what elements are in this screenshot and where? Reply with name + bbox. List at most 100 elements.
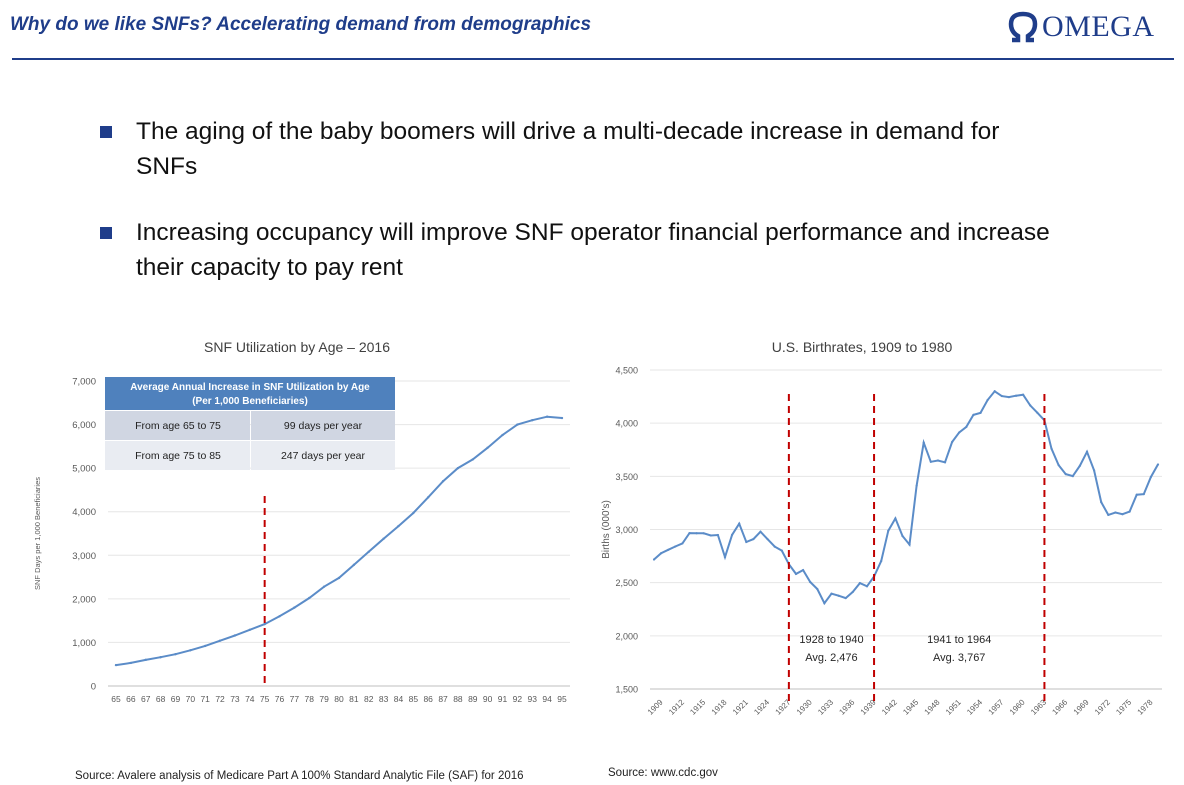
chart1-data-point xyxy=(248,628,251,631)
chart2-x-tick-label: 1951 xyxy=(944,697,963,716)
bullet-text: The aging of the baby boomers will drive… xyxy=(136,118,1000,180)
chart1-x-tick-label: 81 xyxy=(349,694,359,704)
chart1-x-tick-label: 87 xyxy=(438,694,448,704)
chart1-y-tick-label: 7,000 xyxy=(72,377,96,388)
chart1-y-tick-label: 4,000 xyxy=(72,507,96,518)
chart2-data-point xyxy=(1100,500,1103,504)
chart1-y-tick-label: 2,000 xyxy=(72,594,96,605)
chart1-x-tick-label: 90 xyxy=(483,694,493,704)
chart1-data-point xyxy=(189,649,192,652)
chart1-data-point xyxy=(129,661,133,665)
chart1-data-point xyxy=(233,634,237,637)
chart1-x-tick-label: 78 xyxy=(305,694,315,704)
chart2-data-point xyxy=(766,538,769,541)
header-divider xyxy=(12,58,1174,60)
chart2-data-point xyxy=(652,558,656,561)
chart2-data-point xyxy=(1149,475,1153,479)
chart2-data-point xyxy=(894,517,897,520)
omega-logo-icon xyxy=(1008,11,1038,43)
chart2-x-tick-label: 1930 xyxy=(795,697,814,716)
chart2-x-tick-label: 1948 xyxy=(923,697,942,716)
chart2-x-tick-label: 1975 xyxy=(1114,697,1133,716)
chart2-data-point xyxy=(951,440,954,444)
chart2-data-point xyxy=(695,532,698,535)
chart1-x-tick-label: 69 xyxy=(171,694,181,704)
chart2-data-point xyxy=(922,441,925,444)
chart2-data-point xyxy=(1156,463,1160,466)
chart1-data-point xyxy=(352,563,356,567)
chart2-x-tick-label: 1954 xyxy=(965,697,984,716)
chart1-x-tick-label: 84 xyxy=(394,694,404,704)
chart1-table-subheader: (Per 1,000 Beneficiaries) xyxy=(192,396,308,407)
chart1-y-tick-label: 5,000 xyxy=(72,464,96,475)
chart2-data-point xyxy=(1135,493,1138,496)
chart2-annotation-label: 1928 to 1940 xyxy=(799,634,863,646)
chart1-x-tick-label: 75 xyxy=(260,694,270,704)
chart1-data-point xyxy=(501,433,504,437)
chart2-annotation-sub: Avg. 2,476 xyxy=(805,652,857,664)
chart2-data-point xyxy=(752,537,755,541)
chart1-table-cell: 99 days per year xyxy=(284,420,363,432)
chart1-data-point xyxy=(516,423,519,426)
chart1-data-point xyxy=(456,466,460,470)
chart1-y-tick-label: 0 xyxy=(91,682,96,693)
chart2-y-tick-label: 3,000 xyxy=(615,525,638,535)
chart1-x-tick-label: 73 xyxy=(230,694,240,704)
chart1-data-point xyxy=(218,639,222,642)
chart2-annotation-sub: Avg. 3,767 xyxy=(933,652,985,664)
chart2-data-point xyxy=(1036,411,1039,414)
chart1-x-tick-label: 76 xyxy=(275,694,285,704)
chart2-data-point xyxy=(1128,510,1131,513)
chart1-data-point xyxy=(322,585,326,588)
chart2-x-tick-label: 1921 xyxy=(731,697,750,716)
chart2-x-tick-label: 1966 xyxy=(1050,697,1069,716)
chart2-data-point xyxy=(681,542,684,545)
chart2-x-tick-label: 1933 xyxy=(816,697,835,716)
chart2-data-point xyxy=(809,580,812,584)
chart2-data-point xyxy=(1057,463,1060,467)
chart1-table-cell: 247 days per year xyxy=(281,450,366,462)
chart1-x-tick-label: 86 xyxy=(423,694,433,704)
chart2-data-point xyxy=(794,572,798,576)
chart2-data-point xyxy=(1085,450,1089,453)
chart2-data-point xyxy=(943,461,947,464)
chart1-x-tick-label: 82 xyxy=(364,694,374,704)
company-logo: OMEGA xyxy=(1008,10,1155,44)
chart2-x-tick-label: 1936 xyxy=(837,697,856,716)
chart2-data-point xyxy=(816,587,819,591)
chart1-y-tick-label: 1,000 xyxy=(72,638,96,649)
chart1-x-tick-label: 83 xyxy=(379,694,389,704)
chart2-data-point xyxy=(1093,469,1096,472)
chart2-y-tick-label: 1,500 xyxy=(615,685,638,695)
chart1-x-tick-label: 93 xyxy=(528,694,538,704)
chart1-data-point xyxy=(174,652,177,656)
chart2-data-point xyxy=(759,530,762,533)
chart1-data-point xyxy=(545,415,549,418)
chart2-data-point xyxy=(738,522,741,525)
chart1-table-cell: From age 75 to 85 xyxy=(135,450,221,462)
chart2-data-point xyxy=(659,552,663,555)
chart1-data-point xyxy=(159,656,162,659)
chart1-table-cell: From age 65 to 75 xyxy=(135,420,221,432)
chart2-data-point xyxy=(1014,394,1018,397)
chart1-x-tick-label: 74 xyxy=(245,694,255,704)
chart1-table-cell-bg xyxy=(251,441,395,470)
chart2-data-point xyxy=(1000,394,1003,398)
bullet-text: Increasing occupancy will improve SNF op… xyxy=(136,219,1050,281)
chart1-x-tick-label: 80 xyxy=(334,694,344,704)
chart1-x-tick-label: 92 xyxy=(513,694,523,704)
chart2-data-point xyxy=(702,532,705,535)
chart2-y-tick-label: 2,000 xyxy=(615,631,638,641)
chart1-title: SNF Utilization by Age – 2016 xyxy=(204,339,390,355)
chart2-x-tick-label: 1924 xyxy=(752,697,771,716)
chart2-data-point xyxy=(993,390,996,393)
chart1-x-tick-label: 65 xyxy=(111,694,121,704)
bullet-item: The aging of the baby boomers will drive… xyxy=(100,114,1060,184)
chart1-y-tick-label: 3,000 xyxy=(72,551,96,562)
chart1-table-cell-bg xyxy=(105,411,250,440)
chart1-x-tick-label: 79 xyxy=(319,694,329,704)
chart1-data-point xyxy=(144,658,147,662)
chart1-data-point xyxy=(308,596,311,600)
chart2-data-point xyxy=(1050,447,1053,450)
chart2-data-point xyxy=(1064,473,1067,476)
